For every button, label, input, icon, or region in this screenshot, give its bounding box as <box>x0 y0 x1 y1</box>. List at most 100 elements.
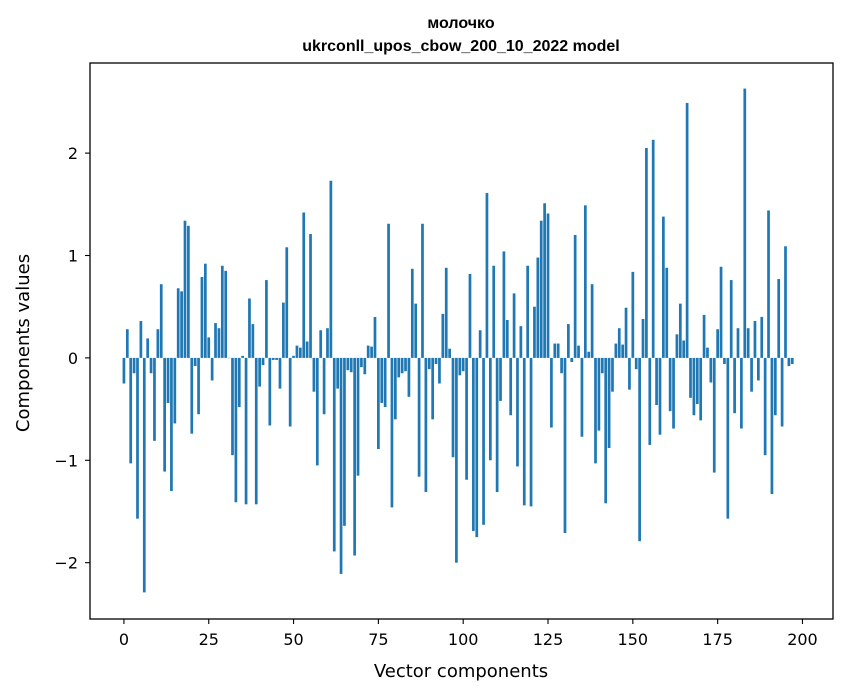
bar-43 <box>268 357 272 426</box>
bar-129 <box>560 357 563 374</box>
bar-121 <box>533 306 536 358</box>
bar-27 <box>214 323 217 358</box>
bar-126 <box>550 357 553 428</box>
bar-181 <box>736 328 740 358</box>
bar-50 <box>292 355 295 358</box>
bar-87 <box>417 357 421 477</box>
bar-177 <box>723 357 726 365</box>
bar-173 <box>709 357 713 383</box>
bar-122 <box>536 257 540 358</box>
bar-47 <box>282 302 285 358</box>
bar-143 <box>607 357 611 449</box>
bar-164 <box>678 303 682 358</box>
bar-187 <box>757 357 760 381</box>
x-tick-label: 125 <box>533 630 564 649</box>
x-tick-label: 0 <box>119 630 129 649</box>
bar-82 <box>400 357 404 374</box>
bar-69 <box>356 357 360 476</box>
bar-137 <box>587 351 591 358</box>
bar-92 <box>434 357 438 365</box>
bar-46 <box>278 357 282 389</box>
chart-title: молочко <box>427 15 494 32</box>
bar-90 <box>427 357 431 370</box>
bar-189 <box>763 357 767 456</box>
bar-194 <box>780 357 784 427</box>
bar-30 <box>224 270 228 358</box>
bar-139 <box>594 357 597 464</box>
bar-83 <box>404 357 407 372</box>
bar-77 <box>383 357 387 408</box>
bar-102 <box>468 273 472 358</box>
bar-15 <box>173 357 177 424</box>
bar-151 <box>634 357 638 370</box>
bar-115 <box>512 293 516 358</box>
bar-136 <box>583 205 587 358</box>
bar-98 <box>455 357 458 563</box>
x-axis-label: Vector components <box>374 661 548 682</box>
bar-19 <box>187 225 190 358</box>
bar-9 <box>153 357 156 441</box>
bar-145 <box>614 343 618 358</box>
bar-96 <box>448 348 451 358</box>
bar-10 <box>156 329 160 358</box>
x-tick-label: 50 <box>283 630 303 649</box>
bar-79 <box>390 357 394 508</box>
bar-84 <box>407 357 411 397</box>
bar-131 <box>567 324 570 358</box>
bar-35 <box>241 355 245 358</box>
bar-160 <box>665 267 669 358</box>
bar-12 <box>163 357 166 472</box>
bar-174 <box>712 357 716 473</box>
y-tick-label: 1 <box>68 247 78 266</box>
bar-197 <box>790 357 794 365</box>
x-tick-label: 175 <box>702 630 733 649</box>
bar-32 <box>231 357 234 456</box>
bar-75 <box>377 357 380 450</box>
bar-113 <box>505 320 509 358</box>
bar-29 <box>220 265 224 358</box>
y-tick-label: 0 <box>68 349 78 368</box>
bar-97 <box>451 357 455 458</box>
bar-157 <box>655 357 658 405</box>
bar-141 <box>600 357 604 374</box>
chart-subtitle: ukrconll_upos_cbow_200_10_2022 model <box>302 38 619 55</box>
bar-23 <box>200 277 204 358</box>
bar-6 <box>142 357 146 593</box>
bar-112 <box>502 251 506 358</box>
x-tick-label: 75 <box>368 630 388 649</box>
bar-150 <box>631 271 635 358</box>
bar-135 <box>580 357 584 437</box>
bar-127 <box>553 343 557 358</box>
bar-14 <box>170 357 173 492</box>
bar-107 <box>485 193 489 358</box>
bar-17 <box>180 291 183 358</box>
bar-33 <box>234 357 238 503</box>
bar-76 <box>380 357 384 403</box>
bar-70 <box>360 357 363 368</box>
bar-119 <box>526 265 530 358</box>
bar-124 <box>543 203 546 358</box>
bar-114 <box>509 357 513 416</box>
bar-154 <box>645 147 648 358</box>
bar-7 <box>146 338 150 358</box>
bar-53 <box>302 212 306 358</box>
bar-172 <box>706 347 709 358</box>
bar-169 <box>695 357 699 404</box>
bar-179 <box>729 280 733 358</box>
bar-59 <box>322 357 326 415</box>
bar-182 <box>740 357 743 429</box>
bar-183 <box>743 88 747 358</box>
plot-area-frame <box>89 62 834 620</box>
bar-116 <box>516 357 519 467</box>
bar-22 <box>197 357 200 415</box>
bar-190 <box>767 210 770 358</box>
bar-193 <box>777 279 781 358</box>
bar-38 <box>251 324 255 358</box>
bar-57 <box>315 357 319 466</box>
bar-105 <box>478 330 482 358</box>
bar-167 <box>689 357 692 398</box>
x-tick-label: 150 <box>618 630 649 649</box>
x-tick-label: 100 <box>448 630 479 649</box>
bar-170 <box>699 357 703 421</box>
